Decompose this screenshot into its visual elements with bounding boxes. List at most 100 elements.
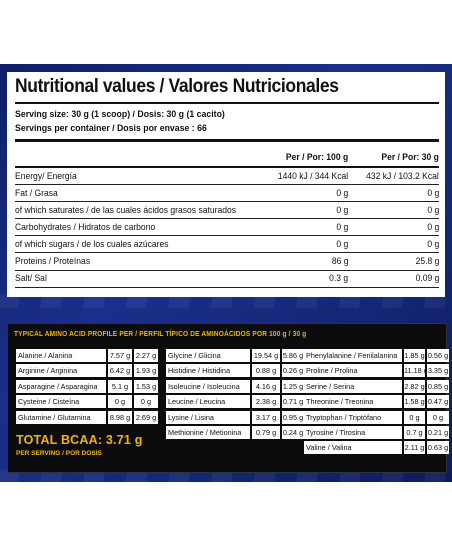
amino-value-100g: 0 g bbox=[404, 410, 425, 424]
nutrition-label-text: Proteins / Proteínas bbox=[15, 256, 91, 268]
amino-name: Methionine / Metionina bbox=[166, 425, 250, 439]
amino-value-30g: 3.35 g bbox=[427, 364, 449, 378]
nutrition-cell-per30: 0 g bbox=[356, 184, 439, 203]
amino-name: Valine / Valina bbox=[304, 441, 402, 455]
header-per100-text: Per / Por: 100 g bbox=[286, 152, 349, 163]
background-stripe bbox=[0, 294, 452, 308]
nutrition-cell-per30: 0 g bbox=[356, 235, 439, 254]
amino-value-100g: 3.17 g bbox=[252, 410, 280, 424]
nutrition-per30-text: 25.8 g bbox=[415, 256, 439, 268]
amino-value-30g: 1.93 g bbox=[134, 364, 158, 378]
amino-value-100g: 2.11 g bbox=[404, 441, 425, 455]
nutrition-row: Proteins / Proteínas 86 g 25.8 g bbox=[15, 252, 439, 271]
amino-value-100g: 0.7 g bbox=[404, 425, 425, 439]
amino-value-30g: 2.27 g bbox=[134, 349, 158, 362]
amino-value-30g: 0.63 g bbox=[427, 441, 449, 455]
nutrition-row: Energy/ Energía 1440 kJ / 344 Kcal 432 kJ … bbox=[15, 167, 439, 186]
nutrition-cell-per100: 0 g bbox=[260, 235, 357, 254]
amino-name: Glycine / Glicina bbox=[166, 349, 250, 362]
nutrition-label-text: of which saturates / de las cuales ácido… bbox=[15, 204, 237, 216]
amino-name: Phenylalanine / Fenilalanina bbox=[304, 349, 402, 362]
amino-value-30g: 0.56 g bbox=[427, 349, 449, 362]
amino-name: Histidine / Histidina bbox=[166, 364, 250, 378]
servings-per-container: Servings per container / Dosis por envas… bbox=[15, 123, 207, 134]
amino-value-100g: 0.79 g bbox=[252, 425, 280, 439]
nutrition-table: Per / Por: 100 g Per / Por: 30 g Energy/… bbox=[15, 149, 439, 288]
nutrition-label-text: Carbohydrates / Hidratos de carbono bbox=[15, 221, 156, 233]
amino-name: Isoleucine / Isoleucina bbox=[166, 379, 250, 393]
nutrition-cell-per30: 25.8 g bbox=[356, 252, 439, 271]
amino-name: Cysteine / Cisteína bbox=[16, 395, 106, 409]
bcaa-per-serving: PER SERVING / POR DOSIS bbox=[16, 450, 102, 457]
amino-name: Tryptophan / Triptófano bbox=[304, 410, 402, 424]
nutrition-label-text: Salt/ Sal bbox=[15, 273, 47, 285]
nutrition-per100-text: 0 g bbox=[336, 238, 349, 250]
header-per30-text: Per / Por: 30 g bbox=[381, 152, 439, 163]
amino-value-30g: 0.26 g bbox=[282, 364, 304, 378]
nutrition-cell-per30: 0 g bbox=[356, 201, 439, 220]
amino-value-100g: 2.82 g bbox=[404, 379, 425, 393]
nutrition-cell-per100: 0 g bbox=[260, 201, 357, 220]
amino-value-30g: 2.69 g bbox=[134, 410, 158, 424]
amino-value-100g: 1.58 g bbox=[404, 395, 425, 409]
nutrition-per30-text: 0.09 g bbox=[415, 273, 439, 285]
divider-thick bbox=[15, 139, 439, 142]
amino-value-100g: 6.42 g bbox=[108, 364, 132, 378]
amino-name: Glutamine / Glutamina bbox=[16, 410, 106, 424]
amino-value-30g: 0.21 g bbox=[427, 425, 449, 439]
nutrition-cell-per30: 0.09 g bbox=[356, 270, 439, 288]
amino-name: Arginine / Arginina bbox=[16, 364, 106, 378]
amino-value-30g: 0.71 g bbox=[282, 395, 304, 409]
nutrition-cell-label: of which saturates / de las cuales ácido… bbox=[15, 201, 261, 220]
amino-value-100g: 4.16 g bbox=[252, 379, 280, 393]
nutrition-row: Carbohydrates / Hidratos de carbono 0 g 0 … bbox=[15, 218, 439, 237]
nutrition-cell-label: Fat / Grasa bbox=[15, 184, 261, 203]
amino-name: Alanine / Alanina bbox=[16, 349, 106, 362]
amino-value-100g: 8.98 g bbox=[108, 410, 132, 424]
nutrition-row: Salt/ Sal 0.3 g 0.09 g bbox=[15, 270, 439, 288]
nutrition-cell-label: Carbohydrates / Hidratos de carbono bbox=[15, 218, 261, 237]
divider bbox=[15, 102, 439, 104]
nutrition-per30-text: 432 kJ / 103.2 Kcal bbox=[366, 170, 439, 182]
nutrition-label-text: Fat / Grasa bbox=[15, 187, 58, 199]
bcaa-total: TOTAL BCAA: 3.71 g bbox=[16, 433, 143, 447]
nutrition-label-text: of which sugars / de los cuales azúcares bbox=[15, 238, 169, 250]
nutrition-cell-label: Energy/ Energía bbox=[15, 167, 261, 186]
amino-acid-panel: TYPICAL AMINO ACID PROFILE PER / PERFIL … bbox=[7, 323, 449, 473]
nutrition-per100-text: 0 g bbox=[336, 187, 349, 199]
nutrition-cell-label: of which sugars / de los cuales azúcares bbox=[15, 235, 261, 254]
amino-value-30g: 0.85 g bbox=[427, 379, 449, 393]
amino-value-30g: 1.25 g bbox=[282, 379, 304, 393]
nutrition-cell-per100: 0.3 g bbox=[260, 270, 357, 288]
nutrition-per100-text: 86 g bbox=[331, 256, 349, 268]
nutrition-row: of which sugars / de los cuales azúcares… bbox=[15, 235, 439, 254]
nutrition-panel: Nutritional values / Valores Nutricional… bbox=[7, 72, 445, 297]
nutrition-cell-per100: 1440 kJ / 344 Kcal bbox=[260, 167, 357, 186]
nutrition-per30-text: 0 g bbox=[427, 221, 439, 233]
nutrition-row: Fat / Grasa 0 g 0 g bbox=[15, 184, 439, 203]
nutrition-row: of which saturates / de las cuales ácido… bbox=[15, 201, 439, 220]
amino-value-30g: 1.53 g bbox=[134, 379, 158, 393]
nutrition-per30-text: 0 g bbox=[427, 204, 439, 216]
header-blank bbox=[15, 149, 261, 168]
nutrition-per100-text: 0 g bbox=[336, 221, 349, 233]
nutrition-per30-text: 0 g bbox=[427, 187, 439, 199]
nutrition-cell-per100: 86 g bbox=[260, 252, 357, 271]
amino-name: Tyrosine / Tirosina bbox=[304, 425, 402, 439]
amino-value-30g: 0 g bbox=[134, 395, 158, 409]
amino-value-100g: 11.18 g bbox=[404, 364, 428, 378]
serving-size: Serving size: 30 g (1 scoop) / Dosis: 30… bbox=[15, 109, 225, 120]
amino-name: Threonine / Treonina bbox=[304, 395, 402, 409]
nutrition-label-text: Energy/ Energía bbox=[15, 170, 77, 182]
amino-value-100g: 2.38 g bbox=[252, 395, 280, 409]
amino-title: TYPICAL AMINO ACID PROFILE PER / PERFIL … bbox=[14, 331, 307, 338]
amino-value-100g: 1.85 g bbox=[404, 349, 425, 362]
amino-value-30g: 0.95 g bbox=[282, 410, 304, 424]
amino-value-100g: 7.57 g bbox=[108, 349, 132, 362]
amino-value-30g: 0.47 g bbox=[427, 395, 449, 409]
nutrition-title: Nutritional values / Valores Nutricional… bbox=[15, 76, 339, 97]
nutrition-per100-text: 0 g bbox=[336, 204, 349, 216]
nutrition-cell-per30: 432 kJ / 103.2 Kcal bbox=[356, 167, 439, 186]
nutrition-cell-per100: 0 g bbox=[260, 184, 357, 203]
nutrition-cell-label: Proteins / Proteínas bbox=[15, 252, 261, 271]
